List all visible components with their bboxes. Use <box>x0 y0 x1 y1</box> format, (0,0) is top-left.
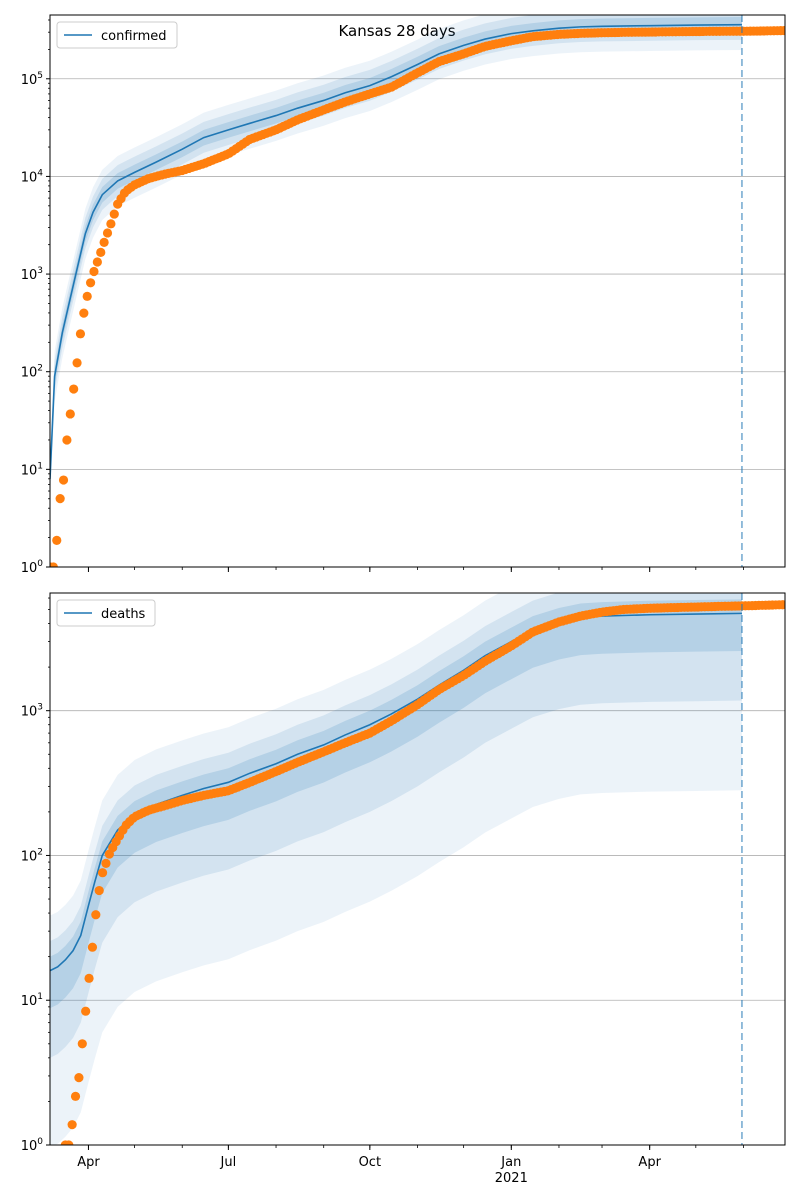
observed-point <box>72 358 82 368</box>
observed-point <box>87 942 98 952</box>
observed-point <box>82 291 92 301</box>
observed-point <box>101 858 111 868</box>
observed-point <box>99 237 109 247</box>
observed-point <box>106 219 116 229</box>
observed-point <box>67 1120 77 1130</box>
y-tick-label: 104 <box>21 168 44 185</box>
y-tick-label: 102 <box>21 364 43 381</box>
observed-point <box>69 384 79 394</box>
observed-point <box>92 257 102 267</box>
y-tick-label: 102 <box>21 847 43 864</box>
observed-point <box>55 494 65 504</box>
observed-point <box>79 308 89 318</box>
observed-point <box>96 247 106 257</box>
observed-point <box>89 266 99 277</box>
observed-point <box>91 910 101 920</box>
observed-point <box>85 278 96 288</box>
x-tick-label: Jan <box>500 1155 521 1170</box>
x-tick-label: Jul <box>220 1155 237 1170</box>
observed-point <box>779 25 785 36</box>
observed-point <box>58 475 69 485</box>
observed-point <box>81 1006 91 1016</box>
legend-label: confirmed <box>101 29 167 44</box>
observed-point <box>50 562 58 567</box>
legend-box <box>56 599 156 627</box>
x-tick-sublabel: 2021 <box>495 1171 528 1186</box>
observed-point <box>65 409 75 419</box>
x-tick-label: Apr <box>77 1155 100 1170</box>
uncertainty-band <box>50 16 742 487</box>
x-tick-label: Apr <box>638 1155 661 1170</box>
y-tick-label: 101 <box>21 461 43 478</box>
y-tick-label: 100 <box>21 559 44 576</box>
legend-box <box>56 21 178 49</box>
observed-point <box>77 1039 87 1049</box>
series-line-confirmed <box>50 23 742 479</box>
uncertainty-band <box>50 15 742 494</box>
observed-point <box>52 535 62 546</box>
observed-point <box>94 885 104 896</box>
x-tick-label: Oct <box>359 1155 381 1170</box>
observed-point <box>75 329 86 339</box>
observed-point <box>62 435 72 445</box>
y-tick-label: 105 <box>21 71 43 88</box>
legend-label: deaths <box>101 607 146 622</box>
observed-point <box>777 600 785 610</box>
uncertainty-band <box>50 15 742 505</box>
uncertainty-band <box>50 599 742 1009</box>
legend: deaths <box>56 599 156 627</box>
observed-point <box>70 1091 81 1101</box>
confirmed-panel: 100 101 102 103 104 105 confirmed <box>21 14 786 576</box>
observed-point <box>97 868 108 878</box>
y-tick-label: 103 <box>21 266 43 283</box>
uncertainty-band <box>50 593 742 1145</box>
observed-point <box>102 228 113 238</box>
observed-point <box>74 1073 84 1083</box>
y-tick-label: 103 <box>21 703 43 720</box>
uncertainty-band <box>50 593 742 1058</box>
figure-title: Kansas 28 days <box>338 22 455 40</box>
y-tick-label: 100 <box>21 1137 44 1154</box>
observed-point <box>84 973 94 983</box>
observed-point <box>64 1140 74 1145</box>
plot-area <box>50 15 785 567</box>
y-tick-label: 101 <box>21 992 43 1009</box>
observed-point <box>109 209 119 219</box>
plot-area <box>50 593 785 1145</box>
legend: confirmed <box>56 21 178 49</box>
